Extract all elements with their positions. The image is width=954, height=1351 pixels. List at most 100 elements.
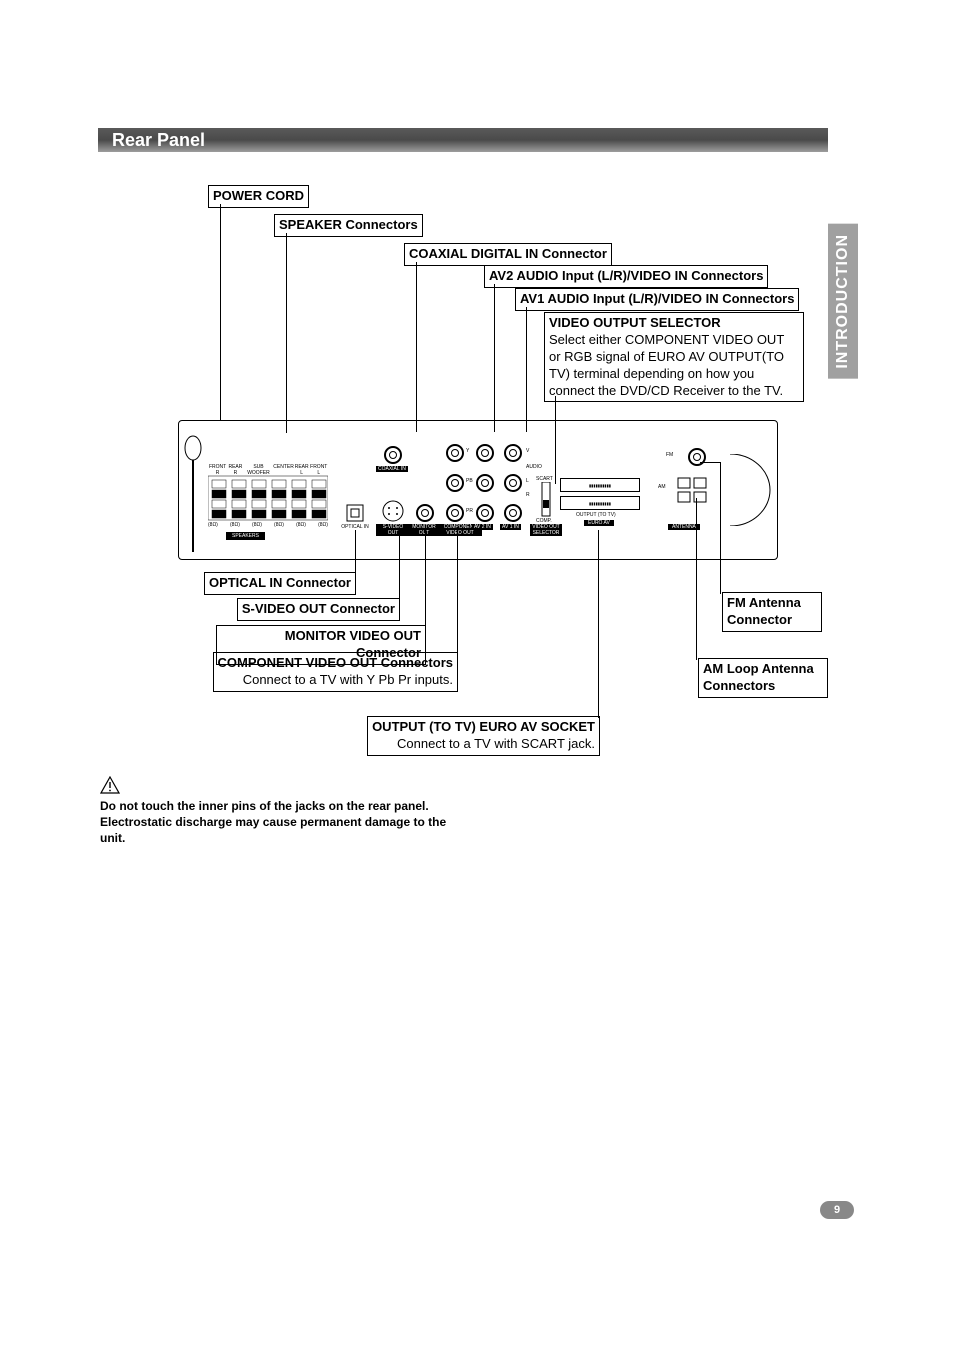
rear-panel-diagram: FRONT R REAR R SUB WOOFER CENTER REAR L …	[178, 420, 778, 560]
leader-line	[700, 462, 720, 463]
lbl-front-l: FRONT L	[310, 464, 329, 476]
callout-optical: OPTICAL IN Connector	[196, 572, 356, 595]
callout-am: AM Loop Antenna Connectors	[698, 658, 828, 698]
av1-l	[504, 474, 522, 492]
lbl-vos: VIDEO OUT SELECTOR	[530, 524, 562, 536]
lbl-front-r: FRONT R	[208, 464, 227, 476]
label-speaker: SPEAKER Connectors	[274, 214, 423, 237]
power-cord-graphic	[182, 434, 204, 552]
lbl-ohm: (8Ω)	[296, 522, 306, 528]
callout-speaker: SPEAKER Connectors	[274, 214, 423, 237]
lbl-av1: AV 1 IN	[500, 524, 521, 530]
callout-av2: AV2 AUDIO Input (L/R)/VIDEO IN Connector…	[484, 265, 768, 288]
lbl-monitor: MONITOR OUT	[410, 524, 438, 536]
am-terminals	[676, 476, 710, 504]
leader-line	[494, 284, 495, 432]
coax-jack	[384, 446, 402, 464]
monitor-jack	[416, 504, 434, 522]
callout-av1: AV1 AUDIO Input (L/R)/VIDEO IN Connector…	[515, 288, 799, 311]
section-title: Rear Panel	[112, 130, 205, 151]
callout-power-cord: POWER CORD	[208, 185, 309, 208]
lbl-rear-l: REAR L	[294, 464, 310, 476]
label-power-cord: POWER CORD	[208, 185, 309, 208]
speaker-ohm-labels: (8Ω) (8Ω) (8Ω) (8Ω) (8Ω) (8Ω)	[208, 522, 328, 528]
leader-line	[696, 498, 697, 660]
lbl-v: V	[526, 448, 529, 454]
scart-1: ▮▮▮▮▮▮▮▮▮▮	[560, 478, 640, 492]
lbl-y: Y	[466, 448, 469, 454]
lbl-svideo: S-VIDEO OUT	[376, 524, 410, 536]
label-am: AM Loop Antenna Connectors	[698, 658, 828, 698]
lbl-center: CENTER	[273, 464, 294, 476]
label-component-title: COMPONENT VIDEO OUT Connectors	[218, 655, 453, 672]
vent	[728, 454, 772, 526]
leader-line	[598, 530, 599, 718]
comp-pr	[446, 504, 464, 522]
lbl-pr: PR	[466, 508, 473, 514]
lbl-sub: SUB WOOFER	[244, 464, 274, 476]
av1-v	[504, 444, 522, 462]
av2-v	[476, 444, 494, 462]
svideo-jack	[382, 500, 404, 522]
comp-pb	[446, 474, 464, 492]
lbl-fm: FM	[666, 452, 673, 458]
callout-svideo: S-VIDEO OUT Connector	[220, 598, 400, 621]
leader-line	[425, 530, 426, 627]
scart-2: ▮▮▮▮▮▮▮▮▮▮	[560, 496, 640, 510]
label-euroav-title: OUTPUT (TO TV) EURO AV SOCKET	[372, 719, 595, 736]
label-fm: FM Antenna Connector	[722, 592, 822, 632]
side-tab-introduction: INTRODUCTION	[828, 224, 858, 379]
callout-fm: FM Antenna Connector	[722, 592, 822, 632]
lbl-av2: AV 2 IN	[472, 524, 493, 530]
warning-icon	[100, 776, 120, 794]
leader-line	[399, 530, 400, 600]
lbl-ohm: (8Ω)	[252, 522, 262, 528]
label-euroav-desc: Connect to a TV with SCART jack.	[372, 736, 595, 753]
label-av1: AV1 AUDIO Input (L/R)/VIDEO IN Connector…	[515, 288, 799, 311]
leader-line	[720, 462, 721, 594]
lbl-ohm: (8Ω)	[230, 522, 240, 528]
leader-line	[416, 262, 417, 432]
optical-jack	[346, 504, 364, 522]
label-vos-title: VIDEO OUTPUT SELECTOR	[549, 315, 799, 332]
lbl-speakers: SPEAKERS	[226, 532, 265, 540]
fm-jack	[688, 448, 706, 466]
comp-y	[446, 444, 464, 462]
av1-r	[504, 504, 522, 522]
section-header: Rear Panel	[98, 128, 828, 152]
lbl-ohm: (8Ω)	[208, 522, 218, 528]
callout-component: COMPONENT VIDEO OUT Connectors Connect t…	[200, 652, 458, 692]
lbl-r: R	[526, 492, 530, 498]
lbl-output-tv: OUTPUT (TO TV)	[576, 512, 616, 518]
leader-line	[286, 233, 287, 433]
leader-line	[355, 530, 356, 574]
label-svideo: S-VIDEO OUT Connector	[237, 598, 400, 621]
label-av2: AV2 AUDIO Input (L/R)/VIDEO IN Connector…	[484, 265, 768, 288]
lbl-am: AM	[658, 484, 666, 490]
callout-coax: COAXIAL DIGITAL IN Connector	[404, 243, 612, 266]
label-component-desc: Connect to a TV with Y Pb Pr inputs.	[218, 672, 453, 689]
warning-text: Do not touch the inner pins of the jacks…	[100, 798, 460, 847]
leader-line	[220, 204, 221, 420]
lbl-l: L	[526, 478, 529, 484]
page-number: 9	[820, 1201, 854, 1219]
callout-vos: VIDEO OUTPUT SELECTOR Select either COMP…	[544, 312, 804, 402]
label-optical: OPTICAL IN Connector	[204, 572, 356, 595]
leader-line	[457, 530, 458, 654]
label-coax: COAXIAL DIGITAL IN Connector	[404, 243, 612, 266]
callout-euroav: OUTPUT (TO TV) EURO AV SOCKET Connect to…	[356, 716, 600, 756]
label-vos-desc: Select either COMPONENT VIDEO OUT or RGB…	[549, 332, 799, 400]
leader-line	[526, 307, 527, 432]
lbl-scart: SCART	[536, 476, 553, 482]
av2-r	[476, 504, 494, 522]
lbl-rear-r: REAR R	[227, 464, 243, 476]
lbl-pb: PB	[466, 478, 473, 484]
lbl-euroav: EURO AV	[584, 520, 614, 526]
lbl-ohm: (8Ω)	[318, 522, 328, 528]
vos-switch	[540, 482, 552, 522]
speaker-top-labels: FRONT R REAR R SUB WOOFER CENTER REAR L …	[208, 464, 328, 476]
lbl-coax: COAXIAL IN	[376, 466, 408, 472]
lbl-ohm: (8Ω)	[274, 522, 284, 528]
lbl-audio: AUDIO	[526, 464, 542, 470]
av2-l	[476, 474, 494, 492]
